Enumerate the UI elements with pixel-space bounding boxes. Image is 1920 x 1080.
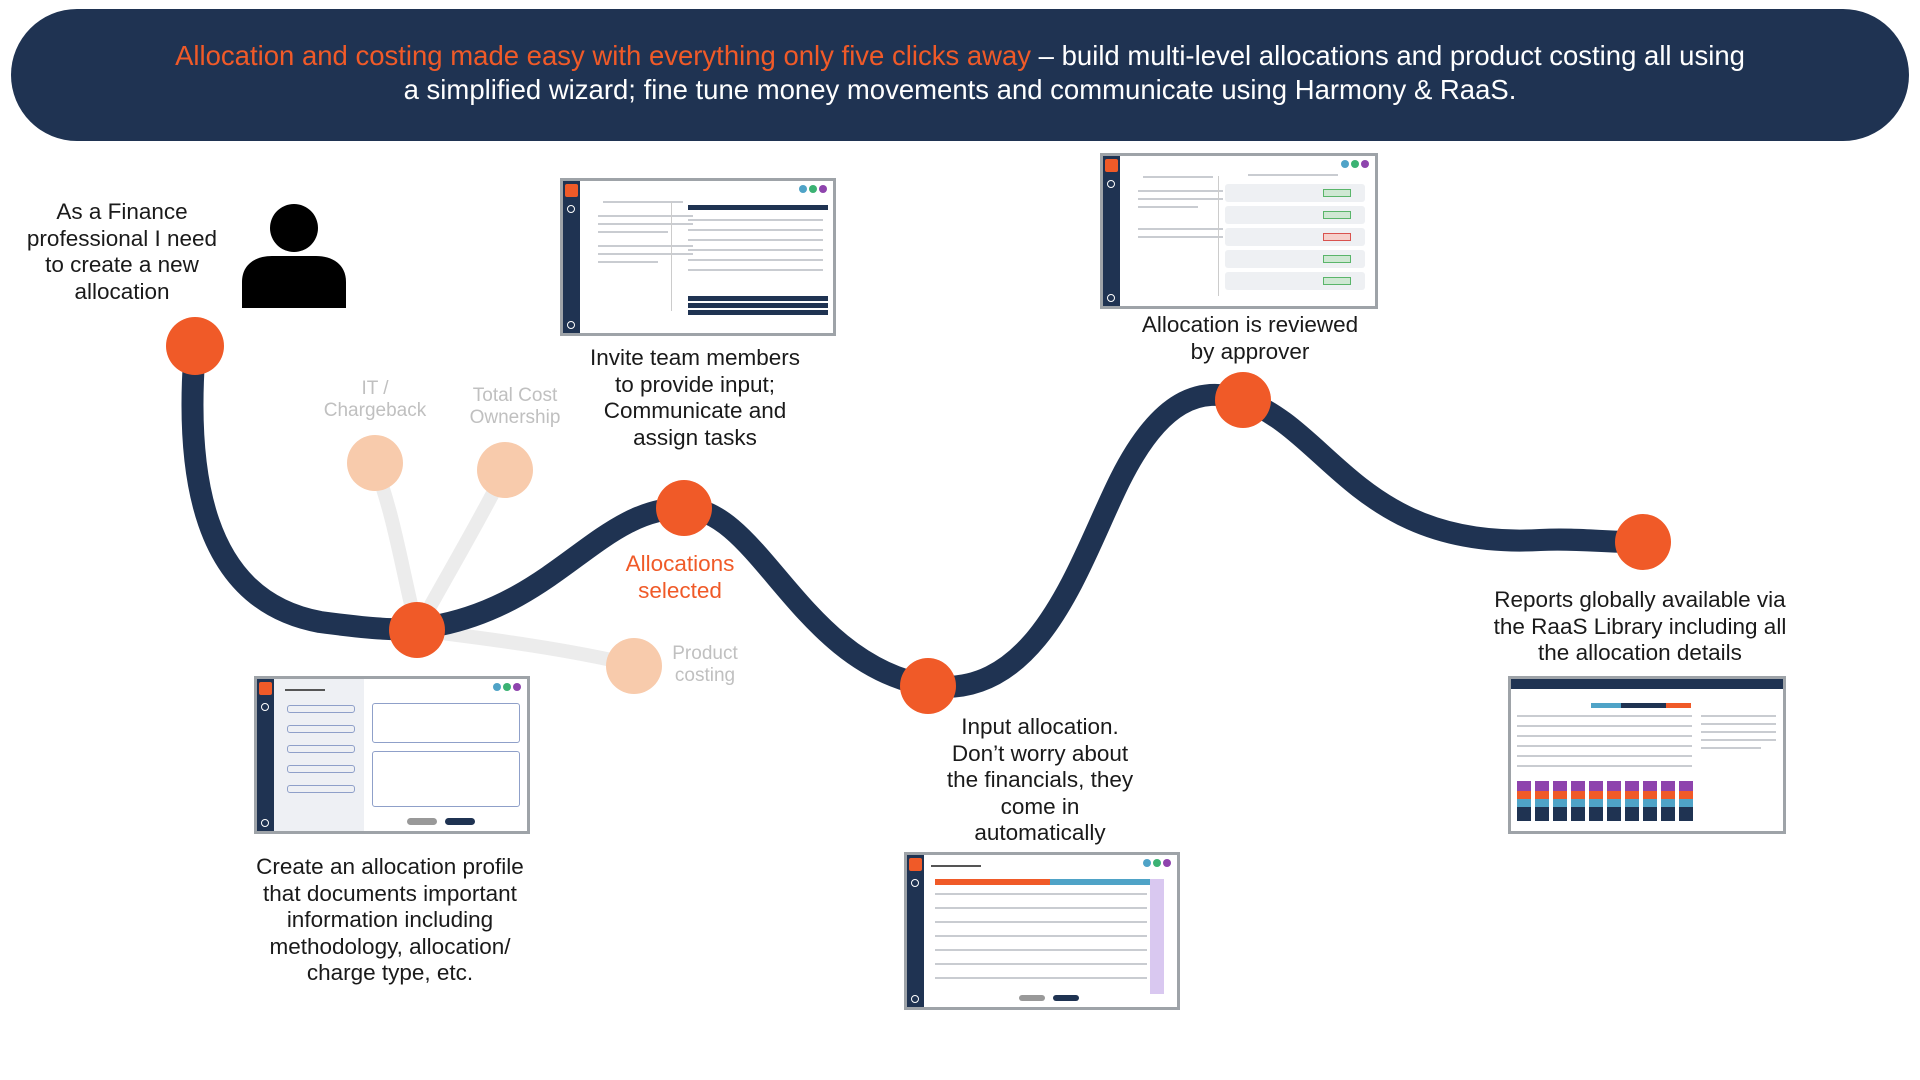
logo-icon xyxy=(1105,159,1118,172)
header-banner: Allocation and costing made easy with ev… xyxy=(11,9,1909,141)
thumb-toolbar-icons xyxy=(493,683,521,691)
node-it-chargeback[interactable] xyxy=(347,435,403,491)
thumb-sidebar xyxy=(563,181,580,333)
node-profile[interactable] xyxy=(389,602,445,658)
thumb-toolbar-icons xyxy=(1143,859,1171,867)
info-icon xyxy=(261,703,269,711)
node-total-cost-ownership[interactable] xyxy=(477,442,533,498)
thumbnail-new-allocation xyxy=(254,676,530,834)
node-input[interactable] xyxy=(900,658,956,714)
node-product-costing[interactable] xyxy=(606,638,662,694)
back-icon xyxy=(261,819,269,827)
milestone-nodes xyxy=(166,317,1671,714)
main-road xyxy=(181,335,1654,698)
banner-line-2: a simplified wizard; fine tune money mov… xyxy=(403,74,1517,105)
edit-icon xyxy=(1107,180,1115,188)
label-review: Allocation is reviewed by approver xyxy=(1141,312,1359,364)
person-icon xyxy=(242,204,346,308)
mini-bar-chart xyxy=(1517,779,1697,821)
thumb-sidebar xyxy=(257,679,274,831)
logo-icon xyxy=(909,858,922,871)
banner-line-1: Allocation and costing made easy with ev… xyxy=(71,39,1849,73)
banner-highlight: Allocation and costing made easy with ev… xyxy=(175,40,1032,71)
faded-nodes xyxy=(347,435,662,694)
label-it-chargeback: IT / Chargeback xyxy=(323,378,427,421)
thumbnail-performance-reporting xyxy=(1508,676,1786,834)
info-icon xyxy=(911,879,919,887)
thumbnail-edit-allocation xyxy=(904,852,1180,1010)
node-allocations-selected[interactable] xyxy=(656,480,712,536)
thumb-toolbar-icons xyxy=(799,185,827,193)
label-reports: Reports globally available via the RaaS … xyxy=(1493,587,1787,665)
thumb-sidebar xyxy=(1103,156,1120,306)
thumbnail-announcements-allocations xyxy=(560,178,836,336)
node-reports[interactable] xyxy=(1615,514,1671,570)
back-icon xyxy=(567,321,575,329)
label-profile: Create an allocation profile that docume… xyxy=(256,854,524,985)
label-input: Input allocation. Don’t worry about the … xyxy=(946,714,1134,845)
back-icon xyxy=(1107,294,1115,302)
branch-product-costing xyxy=(410,623,641,672)
thumbnail-my-commentary xyxy=(1100,153,1378,309)
logo-icon xyxy=(565,184,578,197)
logo-icon xyxy=(259,682,272,695)
label-invite: Invite team members to provide input; Co… xyxy=(589,345,801,450)
node-review[interactable] xyxy=(1215,372,1271,428)
label-start: As a Finance professional I need to crea… xyxy=(26,199,218,304)
banner-line-1-rest: – build multi-level allocations and prod… xyxy=(1031,40,1745,71)
info-icon xyxy=(567,205,575,213)
label-total-cost-ownership: Total Cost Ownership xyxy=(469,385,561,428)
thumb-toolbar-icons xyxy=(1341,160,1369,168)
label-allocations-selected: Allocations selected xyxy=(625,551,735,603)
thumb-sidebar xyxy=(907,855,924,1007)
back-icon xyxy=(911,995,919,1003)
label-product-costing: Product costing xyxy=(672,643,738,686)
node-start[interactable] xyxy=(166,317,224,375)
